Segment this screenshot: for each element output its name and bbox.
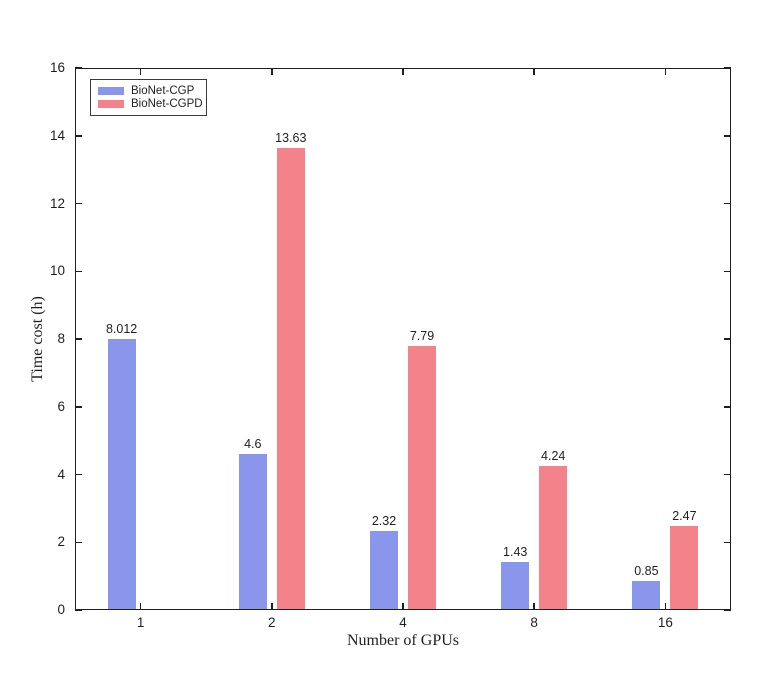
- y-tick-label: 12: [49, 195, 65, 211]
- x-tick-top: [402, 68, 404, 75]
- y-tick-right: [724, 270, 731, 272]
- bar-value-label: 7.79: [409, 329, 435, 344]
- y-tick-right: [724, 609, 731, 611]
- y-tick-label: 4: [57, 466, 65, 482]
- x-tick-label: 1: [136, 615, 145, 630]
- x-tick-top: [139, 68, 142, 75]
- y-tick-label: 6: [57, 398, 65, 414]
- plot-area: 8.012 4.6 2.32 1.43 0.85 13.63 7.79 4.24 2.47: [75, 68, 731, 610]
- y-tick-left: [75, 202, 82, 205]
- y-tick-left: [75, 67, 82, 69]
- x-tick-bottom: [533, 603, 535, 610]
- legend-entry-bionet-cgpd: BioNet-CGPD: [98, 98, 206, 110]
- legend-label: BioNet-CGPD: [131, 98, 203, 110]
- bar-value-label: 8.012: [105, 321, 138, 336]
- bar-value-label: 13.63: [275, 131, 307, 146]
- y-tick-label: 14: [49, 127, 65, 143]
- y-tick-label: 10: [49, 263, 65, 279]
- legend: BioNet-CGP BioNet-CGPD: [90, 79, 207, 116]
- x-axis-title: Number of GPUs: [347, 632, 459, 649]
- bar-bionet-cgpd-gpu8: [539, 466, 568, 610]
- bar-bionet-cgp-gpu4: [370, 531, 398, 610]
- y-tick-label: 0: [57, 602, 65, 617]
- x-tick-bottom: [664, 603, 667, 610]
- x-tick-top: [271, 68, 273, 75]
- x-tick-top: [533, 68, 535, 75]
- y-tick-right: [724, 202, 731, 205]
- legend-entry-bionet-cgp: BioNet-CGP: [98, 85, 206, 97]
- bar-value-label: 2.47: [672, 509, 697, 524]
- x-tick-label: 16: [657, 615, 673, 630]
- x-tick-bottom: [271, 603, 273, 610]
- legend-swatch-bionet-cgp: [98, 87, 124, 95]
- bar-bionet-cgpd-gpu16: [670, 526, 699, 610]
- bar-value-label: 0.85: [634, 564, 659, 579]
- y-tick-right: [724, 67, 731, 69]
- y-tick-label: 8: [57, 331, 65, 346]
- bar-bionet-cgp-gpu16: [632, 581, 661, 610]
- y-tick-left: [75, 338, 82, 340]
- y-tick-right: [724, 338, 731, 340]
- x-tick-top: [664, 68, 667, 75]
- y-tick-left: [75, 609, 82, 611]
- bar-bionet-cgpd-gpu2: [276, 148, 305, 610]
- y-tick-left: [75, 541, 82, 543]
- x-tick-label: 4: [399, 615, 407, 630]
- y-tick-left: [75, 270, 82, 272]
- y-tick-right: [724, 135, 731, 137]
- legend-label: BioNet-CGP: [131, 85, 195, 97]
- bar-value-label: 2.32: [371, 514, 397, 529]
- y-tick-right: [724, 473, 731, 476]
- y-tick-right: [724, 406, 731, 408]
- x-tick-label: 2: [268, 615, 276, 630]
- y-tick-right: [724, 541, 731, 543]
- bar-bionet-cgpd-gpu4: [408, 346, 436, 610]
- y-tick-left: [75, 406, 82, 408]
- y-tick-left: [75, 473, 82, 476]
- y-tick-label: 16: [49, 60, 65, 75]
- x-tick-label: 8: [530, 615, 538, 630]
- legend-swatch-bionet-cgpd: [98, 100, 124, 108]
- x-tick-bottom: [139, 603, 142, 610]
- y-tick-label: 2: [57, 534, 65, 550]
- bar-value-label: 4.24: [541, 449, 566, 464]
- bar-bionet-cgp-gpu2: [238, 454, 267, 610]
- bar-bionet-cgp-gpu1: [107, 338, 136, 610]
- bar-value-label: 1.43: [503, 544, 528, 559]
- x-tick-bottom: [402, 603, 404, 610]
- bar-bionet-cgp-gpu8: [501, 561, 530, 610]
- y-tick-left: [75, 135, 82, 137]
- bar-value-label: 4.6: [244, 437, 262, 452]
